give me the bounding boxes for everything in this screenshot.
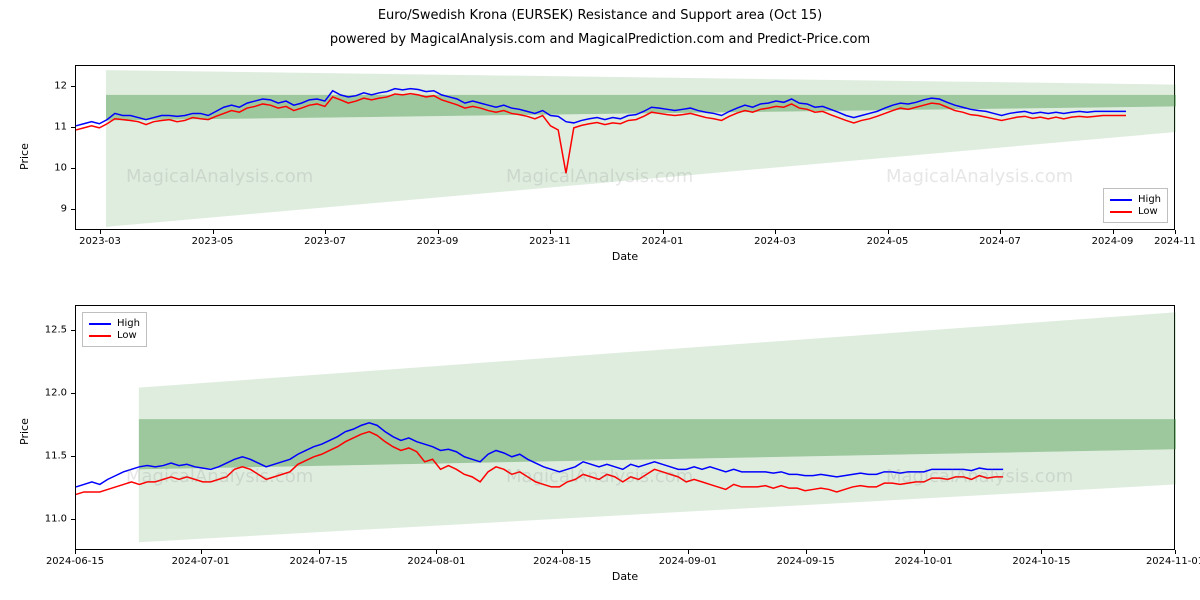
- xtick-label: 2024-06-15: [46, 556, 104, 567]
- bottom-legend: HighLow: [82, 312, 147, 347]
- top-chart-svg: [76, 66, 1176, 231]
- legend-swatch: [89, 335, 111, 337]
- ytick-mark: [71, 393, 75, 394]
- xtick-mark: [201, 550, 202, 554]
- xtick-label: 2024-11-01: [1146, 556, 1200, 567]
- xtick-label: 2023-07: [304, 236, 346, 247]
- top-legend: HighLow: [1103, 188, 1168, 223]
- xtick-mark: [1000, 230, 1001, 234]
- xtick-mark: [325, 230, 326, 234]
- xtick-mark: [436, 550, 437, 554]
- ytick-mark: [71, 86, 75, 87]
- xtick-mark: [550, 230, 551, 234]
- ytick-label: 12.0: [27, 387, 67, 398]
- ytick-label: 11.0: [27, 513, 67, 524]
- xtick-label: 2024-09-15: [777, 556, 835, 567]
- xtick-label: 2024-08-15: [533, 556, 591, 567]
- ytick-mark: [71, 209, 75, 210]
- legend-swatch: [1110, 199, 1132, 201]
- xtick-mark: [1175, 550, 1176, 554]
- xtick-mark: [1175, 230, 1176, 234]
- xtick-label: 2023-05: [192, 236, 234, 247]
- xtick-label: 2024-01: [642, 236, 684, 247]
- xtick-mark: [1113, 230, 1114, 234]
- support-resistance-band: [106, 70, 1176, 95]
- bottom-ylabel: Price: [18, 418, 31, 445]
- legend-label: High: [1138, 194, 1161, 205]
- legend-label: High: [117, 318, 140, 329]
- bottom-chart: MagicalAnalysis.com MagicalAnalysis.com …: [75, 305, 1175, 550]
- xtick-label: 2024-03: [754, 236, 796, 247]
- legend-item: High: [89, 318, 140, 329]
- xtick-mark: [688, 550, 689, 554]
- xtick-mark: [888, 230, 889, 234]
- xtick-mark: [213, 230, 214, 234]
- ytick-label: 12.5: [27, 325, 67, 336]
- legend-swatch: [1110, 211, 1132, 213]
- ytick-label: 11: [27, 121, 67, 132]
- xtick-mark: [775, 230, 776, 234]
- xtick-label: 2024-09: [1092, 236, 1134, 247]
- xtick-label: 2024-10-01: [895, 556, 953, 567]
- xtick-label: 2024-10-15: [1012, 556, 1070, 567]
- xtick-label: 2023-09: [417, 236, 459, 247]
- xtick-label: 2023-03: [79, 236, 121, 247]
- xtick-mark: [924, 550, 925, 554]
- ytick-label: 11.5: [27, 450, 67, 461]
- xtick-label: 2024-07-01: [172, 556, 230, 567]
- xtick-label: 2024-11: [1154, 236, 1196, 247]
- ytick-label: 10: [27, 163, 67, 174]
- chart-subtitle: powered by MagicalAnalysis.com and Magic…: [0, 32, 1200, 47]
- ytick-label: 9: [27, 204, 67, 215]
- xtick-label: 2024-07-15: [290, 556, 348, 567]
- legend-label: Low: [117, 330, 137, 341]
- xtick-mark: [100, 230, 101, 234]
- xtick-label: 2023-11: [529, 236, 571, 247]
- ytick-mark: [71, 330, 75, 331]
- xtick-label: 2024-08-01: [407, 556, 465, 567]
- ytick-mark: [71, 519, 75, 520]
- xtick-label: 2024-07: [979, 236, 1021, 247]
- legend-swatch: [89, 323, 111, 325]
- ytick-label: 12: [27, 80, 67, 91]
- xtick-mark: [438, 230, 439, 234]
- xtick-mark: [562, 550, 563, 554]
- legend-item: High: [1110, 194, 1161, 205]
- legend-item: Low: [89, 330, 140, 341]
- xtick-mark: [319, 550, 320, 554]
- legend-item: Low: [1110, 206, 1161, 217]
- legend-label: Low: [1138, 206, 1158, 217]
- xtick-mark: [663, 230, 664, 234]
- ytick-mark: [71, 456, 75, 457]
- figure: Euro/Swedish Krona (EURSEK) Resistance a…: [0, 0, 1200, 600]
- chart-title: Euro/Swedish Krona (EURSEK) Resistance a…: [0, 8, 1200, 23]
- bottom-xlabel: Date: [75, 570, 1175, 583]
- ytick-mark: [71, 168, 75, 169]
- support-resistance-band: [106, 106, 1176, 226]
- ytick-mark: [71, 127, 75, 128]
- support-resistance-band: [139, 312, 1176, 419]
- xtick-label: 2024-09-01: [659, 556, 717, 567]
- top-xlabel: Date: [75, 250, 1175, 263]
- xtick-mark: [1041, 550, 1042, 554]
- xtick-mark: [806, 550, 807, 554]
- xtick-mark: [75, 550, 76, 554]
- bottom-chart-svg: [76, 306, 1176, 551]
- xtick-label: 2024-05: [867, 236, 909, 247]
- top-chart: MagicalAnalysis.com MagicalAnalysis.com …: [75, 65, 1175, 230]
